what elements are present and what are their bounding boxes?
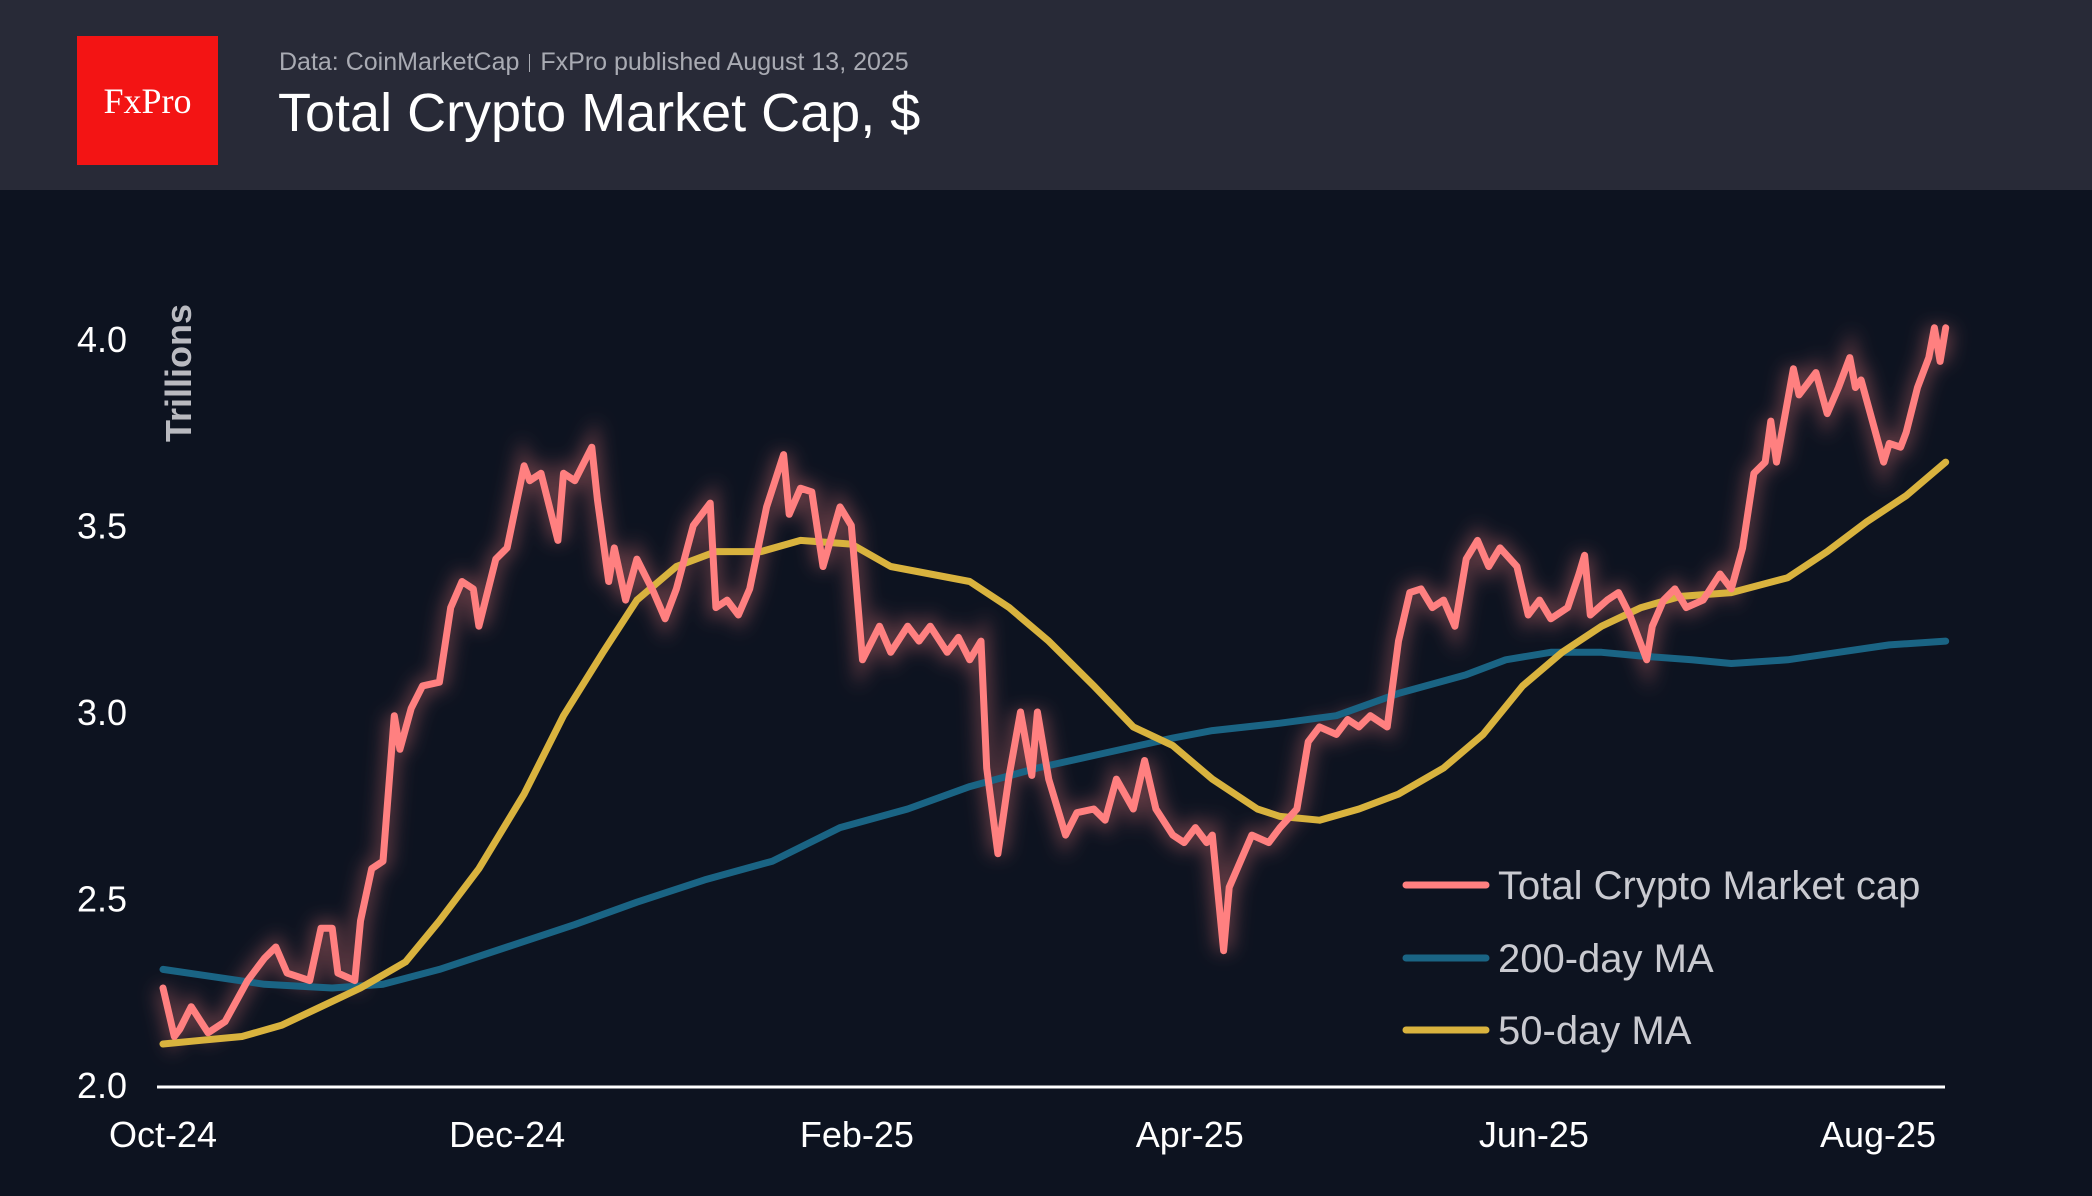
y-tick-label: 2.5	[77, 879, 127, 920]
chart-title: Total Crypto Market Cap, $	[278, 83, 921, 143]
x-tick-label: Jun-25	[1479, 1114, 1589, 1155]
x-tick-label: Dec-24	[449, 1114, 565, 1155]
y-tick-label: 2.0	[77, 1065, 127, 1106]
chart-subtitle: Data: CoinMarketCap FxPro published Augus…	[279, 48, 909, 77]
published-date: FxPro published August 13, 2025	[540, 48, 909, 76]
y-tick-label: 4.0	[77, 319, 127, 360]
x-tick-label: Apr-25	[1136, 1114, 1244, 1155]
legend-label: 200-day MA	[1498, 937, 1714, 981]
y-tick-label: 3.5	[77, 506, 127, 547]
x-tick-label: Aug-25	[1820, 1114, 1936, 1155]
x-tick-label: Oct-24	[109, 1114, 217, 1155]
header-bar: FxPro Data: CoinMarketCap FxPro published…	[0, 0, 2092, 190]
x-tick-label: Feb-25	[800, 1114, 914, 1155]
legend: Total Crypto Market cap 200-day MA 50-day …	[1402, 864, 1920, 1053]
ma200-line	[159, 637, 1950, 992]
legend-label: 50-day MA	[1498, 1009, 1692, 1053]
fxpro-logo: FxPro	[77, 36, 218, 165]
market-cap-line	[159, 324, 1950, 1040]
data-source: Data: CoinMarketCap	[279, 48, 520, 76]
legend-label: Total Crypto Market cap	[1498, 864, 1920, 908]
separator	[529, 54, 531, 73]
y-axis-label: Trillions	[158, 304, 199, 442]
y-tick-label: 3.0	[77, 692, 127, 733]
